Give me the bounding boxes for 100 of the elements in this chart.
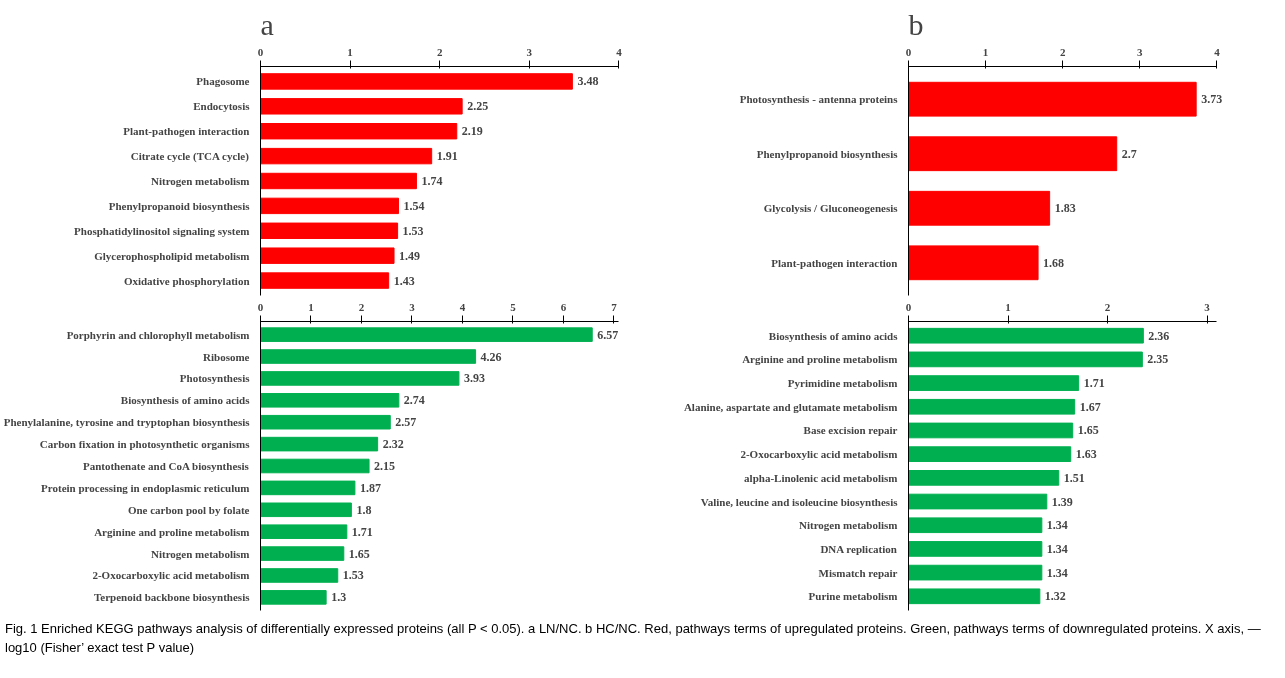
bar: [260, 524, 348, 539]
data-label: 1.49: [399, 248, 421, 263]
y-tick-label: Photosynthesis - antenna proteins: [739, 93, 899, 106]
y-tick-label: Arginine and proline metabolism: [94, 525, 250, 538]
x-tick-label: 4: [1214, 45, 1221, 58]
x-tick-label: 6: [560, 300, 567, 313]
y-tick-label: Terpenoid backbone biosynthesis: [94, 591, 251, 604]
bar: [260, 414, 391, 430]
data-label: 2.32: [382, 437, 404, 452]
y-tick-label: One carbon pool by folate: [127, 503, 250, 516]
x-tick-label: 0: [257, 45, 264, 58]
bar: [908, 245, 1039, 281]
bar: [260, 247, 395, 264]
bar: [908, 446, 1072, 462]
bar: [260, 349, 477, 364]
y-tick-label: Phagosome: [196, 75, 250, 88]
data-label: 1.67: [1079, 399, 1101, 414]
data-label: 1.51: [1063, 470, 1085, 485]
x-tick-label: 1: [308, 300, 314, 313]
x-tick-label: 3: [526, 45, 533, 58]
bar: [260, 590, 327, 605]
y-tick-label: Biosynthesis of amino acids: [768, 329, 899, 342]
data-label: 1.87: [359, 480, 381, 495]
bar: [908, 422, 1074, 439]
x-tick-label: 3: [409, 300, 416, 313]
data-label: 2.19: [461, 124, 483, 139]
y-tick-label: Protein processing in endoplasmic reticulum: [41, 481, 250, 494]
y-tick-label: Phenylpropanoid biosynthesis: [756, 147, 899, 160]
y-tick-label: alpha-Linolenic acid metabolism: [744, 471, 898, 484]
data-label: 1.65: [348, 546, 370, 561]
x-tick-label: 2: [358, 300, 365, 313]
x-tick-label: 4: [459, 300, 466, 313]
data-label: 1.83: [1054, 201, 1076, 216]
x-tick-label: 1: [982, 45, 989, 58]
data-label: 2.7: [1121, 146, 1137, 161]
data-label: 1.68: [1043, 255, 1065, 270]
x-tick-label: 0: [257, 300, 264, 313]
x-tick-label: 2: [437, 45, 443, 58]
data-label: 1.8: [356, 502, 372, 517]
bar: [260, 197, 400, 215]
y-tick-label: Endocytosis: [193, 100, 251, 113]
bar: [908, 588, 1041, 605]
data-label: 1.65: [1077, 423, 1099, 438]
bar: [260, 458, 370, 474]
bar: [908, 81, 1197, 117]
y-tick-label: Citrate cycle (TCA cycle): [130, 150, 250, 164]
data-label: 1.63: [1075, 447, 1097, 462]
data-label: 1.32: [1044, 589, 1066, 604]
bar: [260, 147, 433, 165]
data-label: 6.57: [597, 327, 619, 342]
y-tick-label: Biosynthesis of amino acids: [120, 394, 251, 407]
data-label: 3.48: [577, 74, 599, 89]
bar: [260, 272, 390, 289]
data-label: 2.25: [467, 99, 489, 114]
y-tick-label: Arginine and proline metabolism: [742, 353, 898, 366]
x-tick-label: 1: [1005, 300, 1011, 313]
data-label: 1.34: [1046, 541, 1068, 556]
data-label: 1.74: [421, 174, 443, 188]
data-label: 3.93: [463, 371, 485, 386]
y-tick-label: 2-Oxocarboxylic acid metabolism: [92, 569, 250, 582]
chart-title: b: [908, 7, 924, 41]
x-tick-label: 3: [1137, 45, 1144, 58]
bar: [908, 190, 1051, 226]
bar: [260, 480, 356, 496]
y-tick-label: Phosphatidylinositol signaling system: [74, 224, 250, 237]
data-label: 1.53: [342, 568, 364, 583]
data-label: 1.71: [351, 524, 373, 539]
data-label: 1.43: [393, 273, 415, 288]
data-label: 1.34: [1046, 565, 1068, 580]
bar: [908, 375, 1080, 391]
y-tick-label: Nitrogen metabolism: [151, 547, 250, 560]
bar: [260, 436, 379, 452]
data-label: 1.71: [1083, 376, 1105, 391]
bar: [908, 327, 1144, 344]
bar: [908, 136, 1118, 172]
bar: [908, 351, 1143, 368]
bar: [908, 541, 1043, 557]
bar: [908, 398, 1076, 415]
y-tick-label: 2-Oxocarboxylic acid metabolism: [740, 448, 898, 461]
y-tick-label: Porphyrin and chlorophyll metabolism: [66, 328, 250, 341]
y-tick-label: Phenylpropanoid biosynthesis: [108, 199, 251, 212]
bar: [908, 493, 1048, 510]
data-label: 1.3: [331, 590, 347, 605]
data-label: 1.39: [1051, 494, 1073, 509]
bar: [260, 222, 399, 239]
y-tick-label: Pyrimidine metabolism: [787, 377, 898, 390]
data-label: 2.15: [374, 459, 396, 473]
bar: [260, 327, 593, 342]
y-tick-label: Ribosome: [203, 350, 250, 363]
x-tick-label: 2: [1104, 300, 1111, 313]
x-tick-label: 0: [905, 45, 912, 58]
data-label: 1.91: [436, 149, 458, 164]
x-tick-label: 7: [611, 300, 618, 313]
y-tick-label: Pantothenate and CoA biosynthesis: [82, 460, 250, 472]
data-label: 2.74: [403, 393, 425, 408]
bar: [260, 172, 417, 190]
data-label: 3.73: [1201, 92, 1223, 107]
y-tick-label: Photosynthesis: [179, 372, 251, 385]
x-tick-label: 3: [1204, 300, 1211, 313]
bar: [260, 502, 352, 518]
